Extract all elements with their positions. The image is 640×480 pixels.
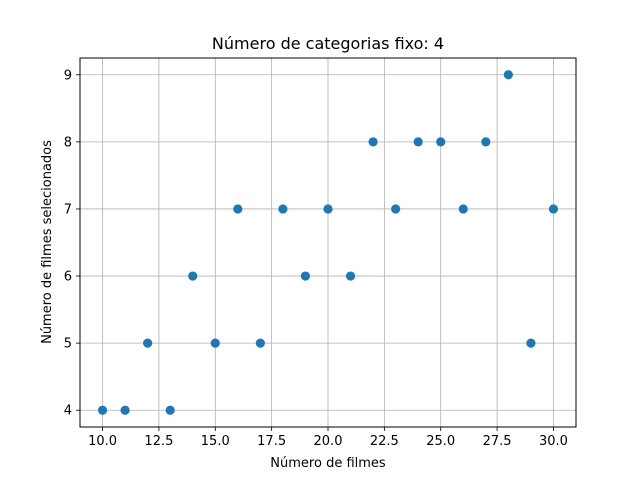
y-tick-label: 5: [64, 337, 72, 352]
scatter-point: [97, 405, 108, 415]
x-tick-label: 27.5: [483, 434, 512, 449]
scatter-point: [368, 137, 378, 147]
scatter-point: [436, 137, 446, 147]
x-axis-label: Número de filmes: [270, 456, 386, 471]
scatter-point: [391, 204, 401, 214]
scatter-point: [548, 204, 559, 214]
chart-title: Número de categorias fixo: 4: [212, 34, 444, 53]
scatter-point: [481, 137, 491, 147]
x-tick-label: 20.0: [314, 434, 343, 449]
x-tick-label: 22.5: [370, 434, 399, 449]
scatter-point: [165, 405, 175, 415]
x-tick-label: 30.0: [539, 434, 568, 449]
data-points: [97, 70, 559, 415]
scatter-point: [255, 338, 265, 348]
scatter-point: [526, 338, 536, 348]
scatter-point: [278, 204, 288, 214]
x-tick-label: 10.0: [88, 434, 117, 449]
y-tick-label: 7: [64, 202, 72, 217]
y-tick-label: 6: [64, 270, 72, 285]
x-tick-label: 12.5: [144, 434, 173, 449]
y-tick-label: 8: [64, 135, 72, 150]
scatter-point: [210, 338, 220, 348]
scatter-point: [143, 338, 153, 348]
scatter-point: [120, 405, 130, 415]
scatter-point: [413, 137, 423, 147]
scatter-point: [300, 271, 311, 281]
y-tick-label: 4: [64, 404, 72, 419]
y-axis-label: Número de filmes selecionados: [40, 140, 55, 344]
scatter-point: [345, 271, 356, 281]
scatter-point: [503, 70, 513, 80]
scatter-point: [188, 271, 198, 281]
y-tick-label: 9: [64, 68, 72, 83]
x-axis-ticks: 10.0 12.5 15.0 17.5 20.0 22.5 25.0 27.5 30.0: [88, 427, 568, 449]
x-tick-label: 17.5: [257, 434, 286, 449]
scatter-point: [233, 204, 243, 214]
y-axis-ticks: 4 5 6 7 8 9: [64, 68, 80, 419]
scatter-point: [323, 204, 333, 214]
scatter-point: [458, 204, 468, 214]
x-tick-label: 25.0: [426, 434, 455, 449]
x-tick-label: 15.0: [201, 434, 230, 449]
